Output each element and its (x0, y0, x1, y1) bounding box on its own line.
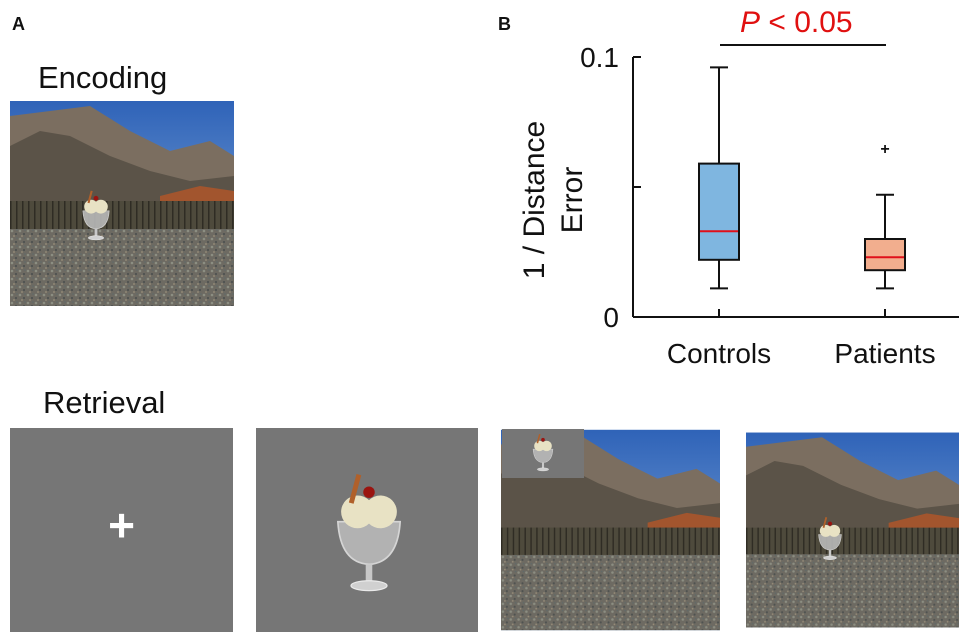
y-tick-label: 0 (603, 302, 619, 333)
x-tick-label: Patients (834, 338, 935, 369)
box-patients (864, 238, 906, 272)
significance-bar (720, 44, 886, 46)
object-cue-screen (256, 428, 478, 632)
fixation-cross: + (108, 499, 135, 551)
significance-label: P < 0.05 (740, 6, 853, 39)
fixation-screen: + (10, 428, 233, 632)
outlier-marker: + (880, 141, 889, 158)
box-controls (698, 162, 740, 261)
panel-a-letter: A (12, 14, 25, 34)
retrieval-scene-with-cue (501, 429, 720, 631)
retrieval-heading: Retrieval (43, 385, 166, 420)
encoding-heading: Encoding (38, 60, 168, 95)
y-tick-label: 0.1 (580, 42, 619, 73)
panel-b-letter: B (498, 14, 511, 34)
x-tick-label: Controls (667, 338, 771, 369)
